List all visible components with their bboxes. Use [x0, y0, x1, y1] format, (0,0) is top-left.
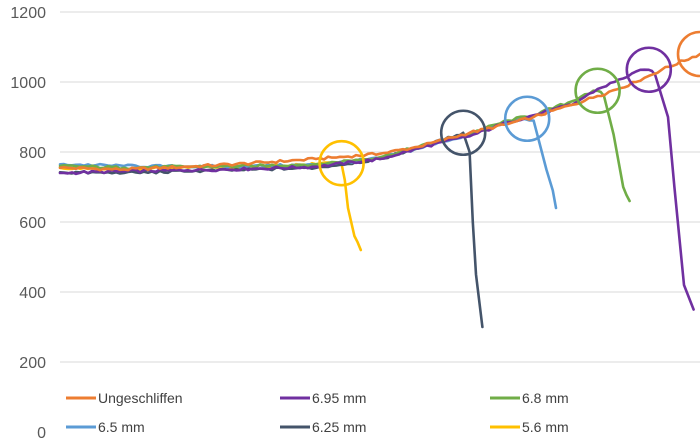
legend-item: Ungeschliffen [66, 390, 183, 406]
y-tick-label: 1200 [10, 5, 46, 22]
highlight-circle [625, 46, 673, 94]
legend-label: 6.95 mm [312, 390, 366, 406]
series-line-6-5-mm [58, 117, 558, 210]
annotation-circles [318, 30, 700, 187]
highlight-circle [676, 30, 700, 78]
y-tick-label: 200 [19, 355, 46, 372]
y-tick-label: 1000 [10, 75, 46, 92]
legend-item: 5.6 mm [490, 419, 569, 435]
legend-label: 6.5 mm [98, 419, 145, 435]
legend-item: 6.8 mm [490, 390, 569, 406]
y-axis-ticks: 0 200 400 600 800 1000 1200 [10, 5, 46, 441]
legend-label: 6.8 mm [522, 390, 569, 406]
legend: Ungeschliffen 6.95 mm 6.8 mm 6.5 mm 6.25 mm 5… [66, 390, 569, 435]
highlight-circle [318, 139, 365, 187]
legend-item: 6.5 mm [66, 419, 145, 435]
legend-item: 6.25 mm [280, 419, 366, 435]
legend-label: 6.25 mm [312, 419, 366, 435]
series-lines [58, 52, 700, 329]
y-tick-label: 800 [19, 145, 46, 162]
highlight-circle [439, 109, 487, 157]
series-line-ungeschliffen [58, 52, 700, 172]
series-line-5-6-mm [58, 161, 363, 252]
y-tick-label: 0 [37, 425, 46, 441]
legend-item: 6.95 mm [280, 390, 366, 406]
gridlines [60, 11, 700, 363]
y-tick-label: 600 [19, 215, 46, 232]
legend-label: Ungeschliffen [98, 390, 183, 406]
highlight-circle [503, 95, 551, 143]
highlight-circle [574, 67, 621, 115]
legend-label: 5.6 mm [522, 419, 569, 435]
series-line-6-95-mm [58, 68, 695, 311]
y-tick-label: 400 [19, 285, 46, 302]
